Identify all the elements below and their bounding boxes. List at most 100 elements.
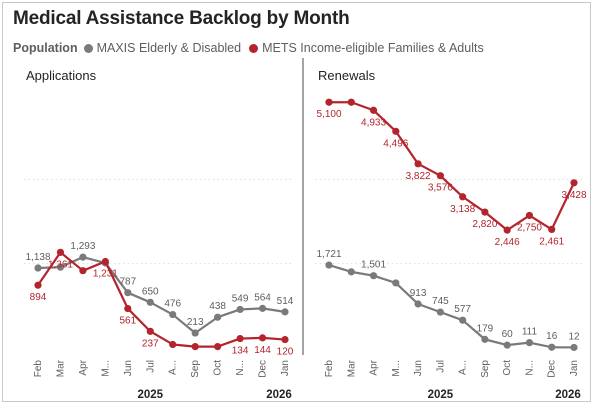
data-label: 577: [454, 304, 471, 315]
x-tick-label: Feb: [324, 360, 335, 378]
x-tick-label: Mar: [346, 359, 357, 377]
x-tick-label: M...: [100, 360, 111, 377]
data-label: 514: [277, 296, 294, 307]
data-label: 549: [232, 293, 249, 304]
data-label: 894: [30, 292, 47, 303]
x-tick-label: N...: [235, 360, 246, 376]
data-label: 745: [432, 296, 449, 307]
data-label: 2,446: [495, 237, 520, 248]
data-point: [503, 226, 511, 234]
data-point: [191, 329, 199, 337]
data-point: [347, 268, 355, 276]
data-point: [34, 264, 42, 272]
series-line-mets: [37, 251, 286, 348]
data-point: [325, 261, 333, 269]
data-point: [481, 335, 489, 343]
data-point: [236, 305, 244, 314]
x-tick-label: Dec: [547, 360, 558, 378]
year-label: 2025: [137, 389, 163, 401]
x-tick-label: Jul: [435, 360, 446, 373]
data-label: 4,933: [361, 117, 386, 128]
x-tick-label: Sep: [190, 360, 201, 378]
data-label: 144: [254, 345, 271, 356]
data-point: [146, 298, 154, 306]
x-tick-label: Jan: [569, 360, 580, 376]
legend-item-mets[interactable]: METS Income-eligible Families & Adults: [249, 41, 484, 55]
x-tick-label: Mar: [55, 359, 66, 377]
panel-applications: Applications Feb Mar Apr M... Jun Jul A... Sep O…: [24, 68, 294, 401]
data-point: [436, 172, 444, 180]
data-label: 3,822: [406, 171, 431, 182]
x-tick-label: Oct: [502, 360, 513, 376]
data-label: 2,750: [517, 222, 542, 233]
data-point: [347, 98, 355, 106]
data-point: [101, 257, 109, 266]
data-point: [392, 127, 400, 135]
data-point: [369, 106, 378, 114]
x-tick-label: Jan: [280, 360, 291, 376]
data-label: 1,231: [93, 268, 118, 279]
data-label: 60: [502, 329, 514, 340]
data-point: [281, 308, 289, 316]
data-point: [414, 300, 422, 308]
series-line-maxis: [37, 256, 286, 335]
data-point: [525, 339, 534, 347]
data-label: 237: [142, 338, 159, 349]
year-label: 2025: [428, 389, 454, 401]
data-point: [146, 327, 154, 335]
x-tick-label: A...: [458, 360, 469, 375]
data-label: 12: [568, 331, 580, 342]
data-point: [369, 272, 378, 280]
x-tick-label: Apr: [369, 359, 380, 375]
data-label: 1,721: [316, 249, 341, 260]
data-point: [236, 334, 244, 343]
chart-title: Medical Assistance Backlog by Month: [13, 8, 350, 29]
data-label: 1,138: [25, 252, 50, 263]
data-label: 3,138: [450, 204, 475, 215]
series-line-mets: [329, 101, 575, 232]
data-point: [169, 310, 177, 319]
data-point: [570, 343, 578, 352]
x-tick-label: Oct: [213, 360, 224, 376]
data-label: 650: [142, 286, 159, 297]
data-label: 3,428: [561, 190, 586, 201]
x-tick-label: Apr: [78, 359, 89, 375]
data-label: 1,361: [48, 259, 73, 270]
data-point: [214, 313, 222, 321]
legend-title: Population: [13, 41, 78, 55]
data-point: [258, 334, 267, 342]
x-tick-label: Jun: [123, 360, 134, 376]
data-point: [392, 279, 400, 287]
x-tick-label: Jul: [145, 360, 156, 373]
data-label: 1,293: [70, 241, 95, 252]
data-point: [258, 304, 267, 312]
legend-label-maxis: MAXIS Elderly & Disabled: [96, 41, 242, 55]
series-line-maxis: [328, 264, 575, 349]
legend-marker-maxis: [83, 43, 93, 53]
panel-title-applications: Applications: [26, 68, 97, 83]
x-tick-label: M...: [391, 360, 402, 377]
panel-title-renewals: Renewals: [318, 68, 376, 83]
data-label: 476: [164, 299, 181, 310]
data-point: [503, 341, 511, 349]
data-point: [481, 208, 489, 216]
data-point: [281, 335, 289, 344]
data-label: 179: [477, 323, 494, 334]
legend-item-maxis[interactable]: MAXIS Elderly & Disabled: [83, 41, 242, 55]
x-tick-label: Jun: [413, 360, 424, 376]
data-point: [459, 193, 467, 201]
data-point: [124, 304, 132, 313]
data-label: 2,820: [472, 219, 497, 230]
data-label: 134: [232, 346, 249, 357]
data-point: [191, 342, 199, 351]
x-tick-label: A...: [168, 360, 179, 375]
data-label: 5,100: [316, 109, 341, 120]
data-point: [124, 289, 132, 297]
panel-renewals: Renewals Feb Mar Apr M... Jun Jul A... Sep Oct N.…: [315, 68, 587, 401]
data-label: 120: [277, 347, 294, 358]
year-label: 2026: [555, 389, 581, 401]
legend-label-mets: METS Income-eligible Families & Adults: [262, 41, 484, 55]
data-label: 3,576: [428, 183, 453, 194]
x-tick-label: Feb: [33, 360, 44, 378]
data-point: [436, 308, 444, 316]
